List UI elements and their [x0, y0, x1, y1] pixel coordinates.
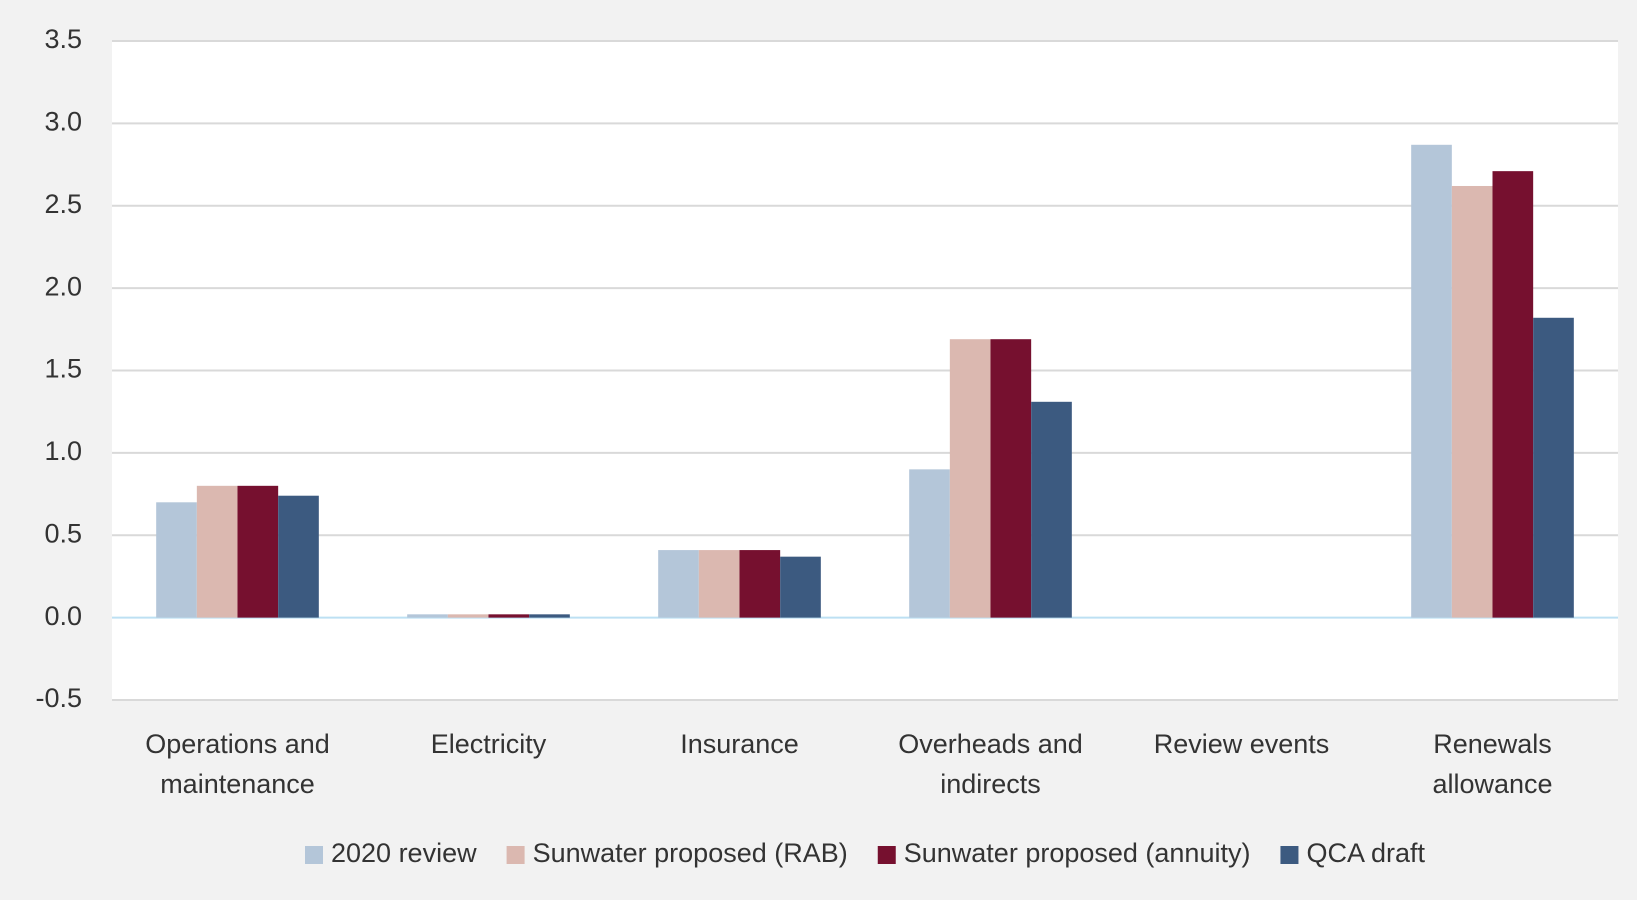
bar [529, 614, 570, 618]
x-tick-label: Electricity [430, 729, 547, 759]
x-tick-label: Overheads and indirects [898, 729, 1083, 799]
bar [278, 495, 319, 618]
legend-label: 2020 review [331, 838, 477, 868]
x-tick-label: Insurance [680, 729, 799, 759]
bar [698, 550, 740, 618]
bar [196, 485, 238, 618]
bar [949, 339, 991, 618]
bar [407, 614, 448, 618]
bar [156, 502, 197, 618]
bar [488, 614, 530, 618]
bar [990, 339, 1032, 618]
x-tick-label: Renewals allowance [1432, 729, 1553, 799]
legend-label: Sunwater proposed (annuity) [904, 838, 1251, 868]
legend-swatch [1280, 846, 1299, 864]
bar [1492, 171, 1534, 618]
legend-swatch [506, 846, 525, 864]
legend-label: Sunwater proposed (RAB) [533, 838, 848, 868]
bar [780, 556, 821, 618]
y-tick-label: 0.0 [44, 601, 82, 631]
bar [237, 485, 279, 618]
bar [447, 614, 489, 618]
bar [1411, 144, 1452, 618]
legend-label: QCA draft [1306, 838, 1425, 868]
legend-swatch [305, 846, 323, 864]
legend-swatch [877, 846, 896, 864]
bar [739, 550, 781, 618]
x-tick-label: Review events [1153, 729, 1330, 759]
y-tick-label: 0.5 [44, 518, 82, 548]
bar [1533, 317, 1574, 618]
y-tick-label: 3.0 [44, 107, 82, 137]
y-tick-label: 1.5 [44, 354, 82, 384]
bar [1031, 401, 1072, 618]
y-tick-label: -0.5 [35, 683, 82, 713]
y-tick-label: 1.0 [44, 436, 82, 466]
bar [909, 469, 950, 618]
x-tick-label: Operations and maintenance [145, 729, 330, 799]
y-tick-label: 2.5 [44, 189, 82, 219]
y-tick-label: 3.5 [44, 24, 82, 54]
bar [658, 550, 699, 618]
y-tick-label: 2.0 [44, 271, 82, 301]
bar [1451, 185, 1493, 618]
